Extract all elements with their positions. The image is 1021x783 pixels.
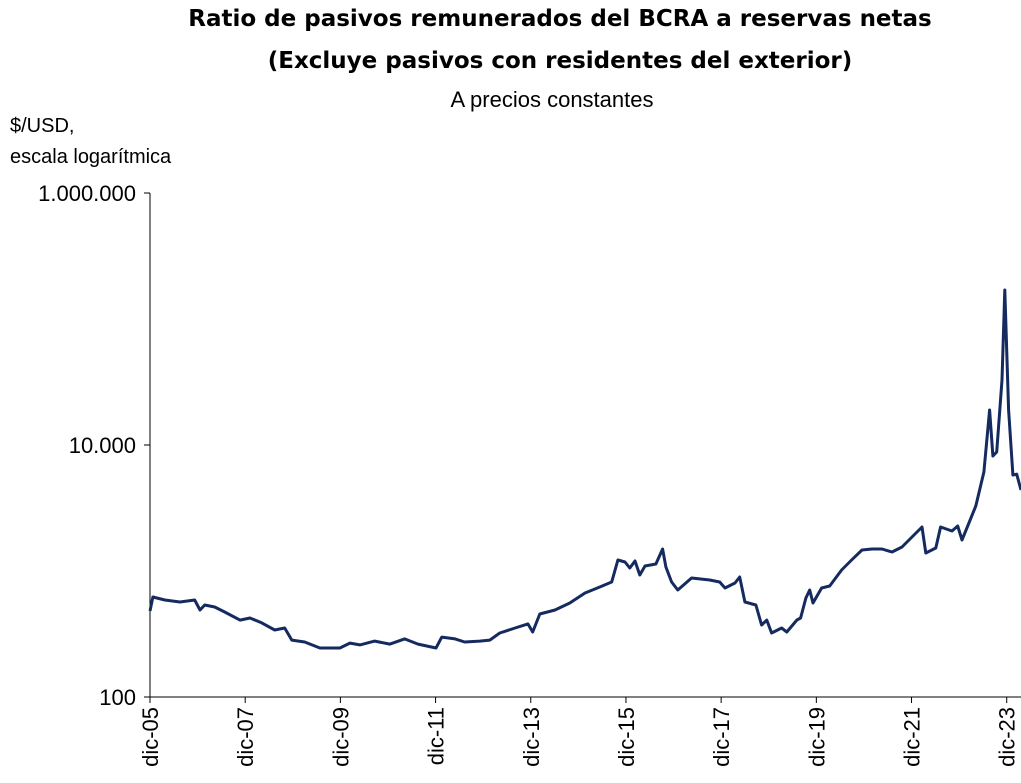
x-tick-label: dic-11 <box>424 707 449 765</box>
y-tick-label: 100 <box>99 685 136 710</box>
x-tick-label: dic-19 <box>804 707 829 767</box>
x-tick-label: dic-21 <box>900 707 925 767</box>
x-tick-label: dic-05 <box>138 707 163 767</box>
x-tick-label: dic-07 <box>233 707 258 767</box>
chart-subtitle: A precios constantes <box>450 87 653 112</box>
x-tick-label: dic-17 <box>709 707 734 767</box>
x-tick-label: dic-13 <box>519 707 544 767</box>
chart-title: Ratio de pasivos remunerados del BCRA a … <box>188 6 932 32</box>
x-tick-label: dic-15 <box>614 707 639 767</box>
data-line <box>148 288 1021 650</box>
x-tick-label: dic-23 <box>995 707 1020 767</box>
y-axis-label: escala logarítmica <box>10 146 172 168</box>
y-axis-label: $/USD, <box>10 115 74 137</box>
y-tick-label: 1.000.000 <box>38 181 136 206</box>
chart-title: (Excluye pasivos con residentes del exte… <box>268 48 853 74</box>
x-tick-label: dic-09 <box>328 707 353 767</box>
y-tick-label: 10.000 <box>69 433 136 458</box>
